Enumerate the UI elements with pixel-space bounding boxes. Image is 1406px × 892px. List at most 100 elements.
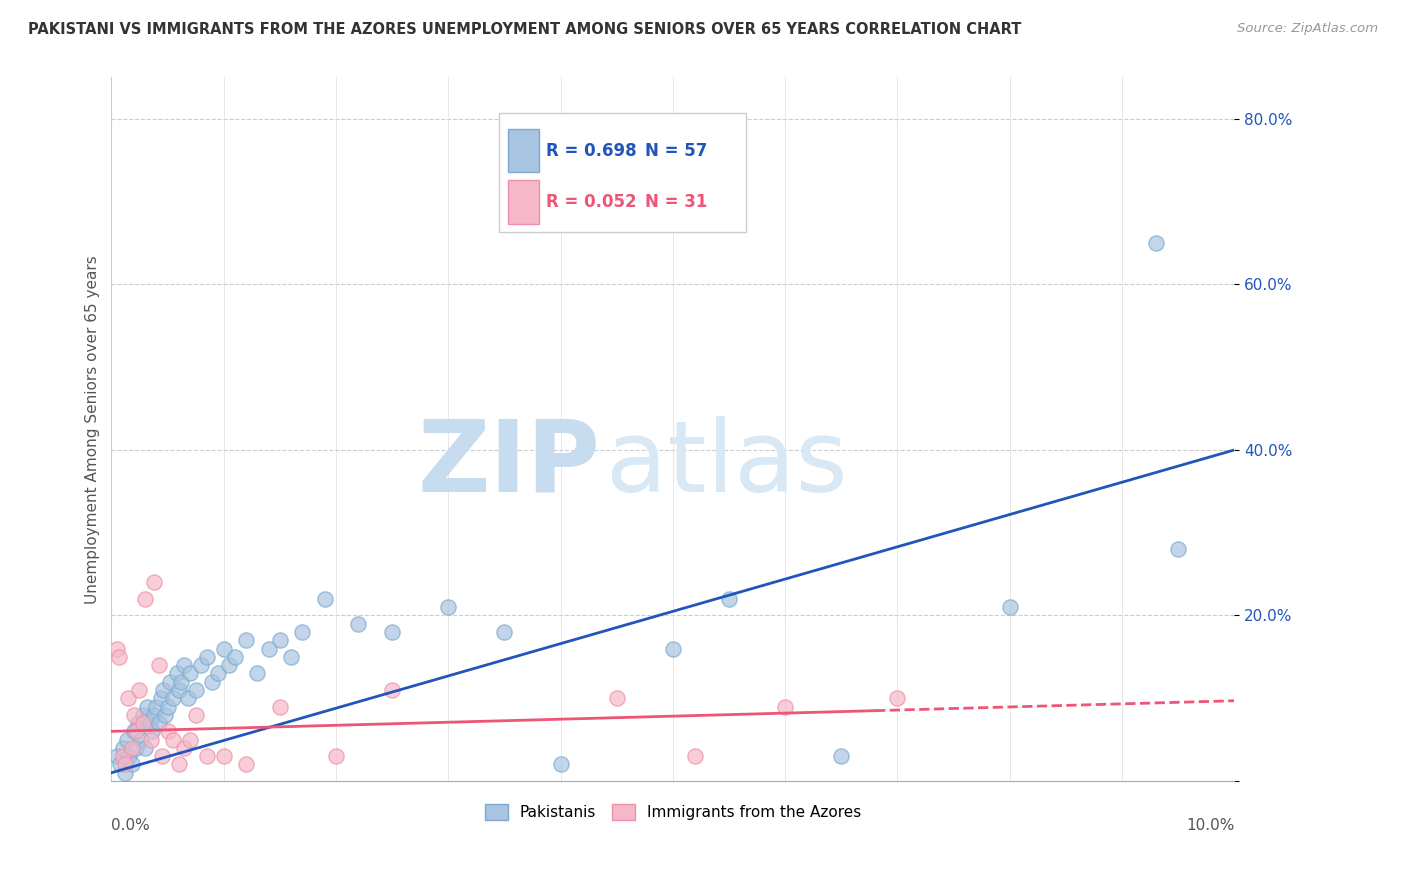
Point (173, 658, 195, 673)
Point (122, 707, 145, 722)
Text: N = 57: N = 57 (645, 142, 707, 160)
Point (494, 625, 516, 640)
Point (152, 683, 174, 698)
Point (148, 716, 170, 731)
Point (121, 740, 143, 755)
Point (143, 575, 166, 590)
Point (105, 641, 128, 656)
Point (195, 649, 218, 664)
Point (190, 658, 212, 673)
Point (606, 691, 628, 706)
Point (114, 757, 136, 772)
Point (550, 757, 572, 772)
Point (145, 699, 167, 714)
Text: 0.0%: 0.0% (111, 818, 150, 833)
Point (139, 732, 162, 747)
Point (115, 732, 138, 747)
Point (685, 749, 707, 764)
Point (212, 641, 235, 656)
Text: 10.0%: 10.0% (1187, 818, 1234, 833)
Point (167, 757, 190, 772)
Point (830, 749, 852, 764)
Point (179, 732, 201, 747)
Point (886, 691, 908, 706)
Point (125, 724, 148, 739)
Point (110, 757, 132, 772)
Point (159, 674, 181, 689)
Point (128, 683, 150, 698)
Point (111, 749, 134, 764)
Point (235, 633, 257, 648)
Point (105, 749, 128, 764)
Point (118, 749, 141, 764)
Point (122, 724, 145, 739)
FancyBboxPatch shape (508, 128, 540, 172)
Text: N = 31: N = 31 (645, 193, 707, 211)
Point (138, 716, 160, 731)
Point (437, 600, 460, 615)
Point (201, 674, 224, 689)
Point (195, 749, 218, 764)
Point (1167, 542, 1189, 557)
Point (218, 658, 240, 673)
Point (155, 707, 177, 722)
Text: atlas: atlas (606, 416, 848, 513)
Point (179, 666, 201, 681)
Point (134, 591, 156, 606)
Point (280, 649, 302, 664)
Point (718, 591, 741, 606)
Point (381, 625, 404, 640)
Point (347, 616, 370, 631)
Point (207, 666, 229, 681)
Point (773, 699, 796, 714)
Y-axis label: Unemployment Among Seniors over 65 years: Unemployment Among Seniors over 65 years (86, 255, 100, 604)
Point (998, 600, 1021, 615)
FancyBboxPatch shape (508, 180, 540, 224)
Text: Source: ZipAtlas.com: Source: ZipAtlas.com (1237, 22, 1378, 36)
Point (235, 757, 257, 772)
Point (127, 716, 149, 731)
Point (125, 740, 148, 755)
Point (184, 683, 207, 698)
Point (173, 740, 195, 755)
FancyBboxPatch shape (499, 112, 745, 232)
Point (212, 749, 235, 764)
Point (184, 707, 207, 722)
Point (129, 732, 152, 747)
Point (141, 724, 163, 739)
Point (246, 666, 269, 681)
Point (136, 699, 159, 714)
Point (224, 649, 246, 664)
Point (156, 724, 179, 739)
Point (148, 658, 170, 673)
Point (1144, 235, 1167, 250)
Point (150, 749, 173, 764)
Point (257, 641, 280, 656)
Point (132, 707, 155, 722)
Point (291, 625, 314, 640)
Text: PAKISTANI VS IMMIGRANTS FROM THE AZORES UNEMPLOYMENT AMONG SENIORS OVER 65 YEARS: PAKISTANI VS IMMIGRANTS FROM THE AZORES … (28, 22, 1022, 37)
Point (162, 732, 184, 747)
Text: R = 0.052: R = 0.052 (546, 193, 637, 211)
Point (269, 699, 291, 714)
Point (108, 649, 131, 664)
Point (149, 691, 172, 706)
Point (662, 641, 685, 656)
Legend: Pakistanis, Immigrants from the Azores: Pakistanis, Immigrants from the Azores (478, 798, 868, 826)
Point (156, 699, 179, 714)
Point (114, 765, 136, 780)
Point (177, 691, 200, 706)
Point (143, 707, 166, 722)
Point (117, 691, 139, 706)
Text: R = 0.698: R = 0.698 (546, 142, 637, 160)
Point (167, 683, 190, 698)
Point (381, 683, 404, 698)
Point (314, 591, 336, 606)
Point (111, 740, 134, 755)
Point (134, 740, 156, 755)
Point (162, 691, 184, 706)
Point (170, 674, 193, 689)
Point (121, 757, 143, 772)
Point (269, 633, 291, 648)
Point (325, 749, 347, 764)
